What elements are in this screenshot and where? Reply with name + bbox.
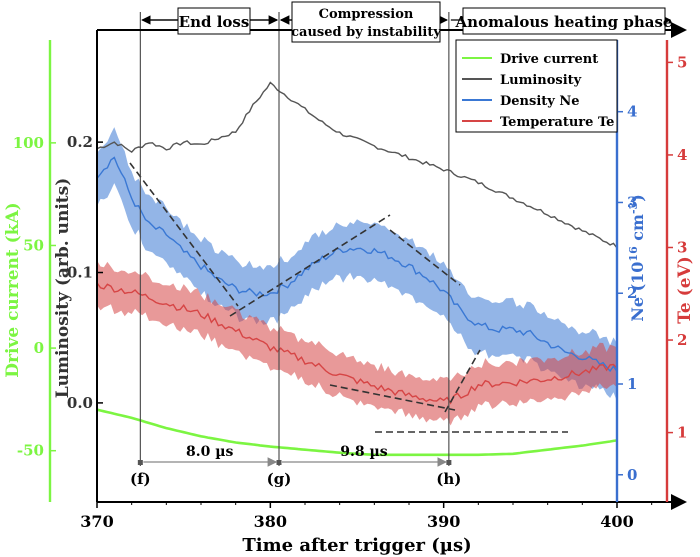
ne-tick-label: 1 bbox=[627, 375, 637, 393]
lum-axis-title: Luminosity (arb. units) bbox=[53, 178, 73, 399]
te-tick-label: 5 bbox=[677, 53, 687, 71]
guide-line bbox=[444, 349, 481, 413]
guide-line bbox=[229, 214, 391, 317]
series-line-2 bbox=[96, 156, 618, 373]
phase-label: Anomalous heating phase bbox=[455, 13, 673, 31]
te-tick-label: 4 bbox=[677, 146, 687, 164]
drive-tick-label: 100 bbox=[13, 134, 44, 152]
legend-box bbox=[455, 39, 618, 133]
legend-label: Density Ne bbox=[500, 94, 580, 109]
phase-label: Compression bbox=[319, 7, 414, 22]
drive-tick-label: -50 bbox=[17, 442, 44, 460]
interval-label: 9.8 µs bbox=[340, 444, 387, 460]
phase-label: caused by instability bbox=[291, 25, 441, 40]
marker-dot bbox=[446, 460, 452, 465]
drive-tick-label: 50 bbox=[23, 236, 44, 254]
series-line-3 bbox=[96, 282, 618, 405]
legend-label: Drive current bbox=[500, 52, 598, 67]
ne-tick-label: 0 bbox=[627, 466, 637, 484]
x-axis-title: Time after trigger (µs) bbox=[242, 535, 471, 556]
x-tick-label: 380 bbox=[254, 512, 287, 531]
te-tick-label: 3 bbox=[677, 238, 687, 256]
lum-tick-label: 0.2 bbox=[67, 133, 93, 151]
ne-tick-label: 3 bbox=[627, 193, 637, 211]
phase-label: End loss bbox=[179, 13, 250, 31]
ne-tick-label: 2 bbox=[627, 284, 637, 302]
legend-label: Temperature Te bbox=[500, 115, 614, 130]
te-tick-label: 2 bbox=[677, 331, 687, 349]
guide-line bbox=[389, 229, 461, 286]
te-axis-title: Te (eV) bbox=[675, 256, 695, 324]
phase-box bbox=[177, 7, 251, 35]
x-tick-label: 370 bbox=[80, 512, 113, 531]
series-line-1 bbox=[96, 81, 618, 249]
legend-label: Luminosity bbox=[500, 73, 582, 88]
interval-label: 8.0 µs bbox=[186, 444, 233, 460]
phase-box bbox=[462, 7, 666, 35]
x-tick-label: 400 bbox=[600, 512, 633, 531]
phase-box bbox=[291, 1, 441, 43]
marker-dot bbox=[276, 460, 282, 465]
te-tick-label: 1 bbox=[677, 424, 687, 442]
ne-tick-label: 4 bbox=[627, 103, 637, 121]
series-line-0 bbox=[96, 408, 618, 457]
guide-line bbox=[129, 162, 239, 307]
marker-label: (h) bbox=[436, 470, 461, 488]
series-band-2 bbox=[97, 127, 617, 402]
drive-tick-label: 0 bbox=[34, 339, 44, 357]
marker-label: (g) bbox=[267, 470, 292, 488]
marker-label: (f) bbox=[130, 470, 151, 488]
lum-tick-label: 0.1 bbox=[67, 264, 93, 282]
lum-tick-label: 0.0 bbox=[67, 394, 93, 412]
series-band-3 bbox=[97, 260, 617, 426]
drive-axis-title: Drive current (kA) bbox=[3, 202, 23, 377]
ne-axis-title: Ne (1016 cm-3) bbox=[627, 194, 647, 322]
x-tick-label: 390 bbox=[427, 512, 460, 531]
marker-dot bbox=[137, 460, 143, 465]
